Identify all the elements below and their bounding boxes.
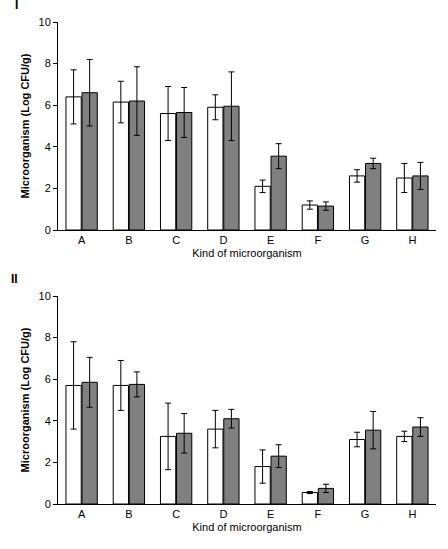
svg-text:B: B <box>125 234 132 246</box>
svg-text:G: G <box>361 234 370 246</box>
svg-text:H: H <box>408 234 416 246</box>
svg-text:4: 4 <box>45 415 51 427</box>
svg-text:I: I <box>15 0 18 12</box>
svg-text:D: D <box>219 234 227 246</box>
svg-text:10: 10 <box>39 16 51 28</box>
svg-text:C: C <box>172 234 180 246</box>
svg-text:H: H <box>408 508 416 520</box>
svg-text:4: 4 <box>45 141 51 153</box>
svg-text:E: E <box>267 508 274 520</box>
svg-text:0: 0 <box>45 498 51 510</box>
svg-text:F: F <box>315 508 322 520</box>
svg-text:C: C <box>172 508 180 520</box>
svg-text:8: 8 <box>45 57 51 69</box>
svg-text:A: A <box>78 508 86 520</box>
svg-text:D: D <box>219 508 227 520</box>
svg-text:2: 2 <box>45 182 51 194</box>
svg-text:6: 6 <box>45 99 51 111</box>
svg-text:8: 8 <box>45 331 51 343</box>
svg-text:6: 6 <box>45 373 51 385</box>
svg-text:Microorganism (Log CFU/g): Microorganism (Log CFU/g) <box>19 327 31 472</box>
svg-text:2: 2 <box>45 456 51 468</box>
svg-text:II: II <box>11 274 18 286</box>
svg-text:0: 0 <box>45 224 51 236</box>
svg-text:B: B <box>125 508 132 520</box>
svg-text:F: F <box>315 234 322 246</box>
svg-text:Microorganism (Log CFU/g): Microorganism (Log CFU/g) <box>19 53 31 198</box>
svg-text:Kind of microorganism: Kind of microorganism <box>192 521 301 533</box>
svg-text:E: E <box>267 234 274 246</box>
svg-text:10: 10 <box>39 290 51 302</box>
svg-text:G: G <box>361 508 370 520</box>
svg-text:Kind of microorganism: Kind of microorganism <box>192 247 301 259</box>
svg-text:A: A <box>78 234 86 246</box>
